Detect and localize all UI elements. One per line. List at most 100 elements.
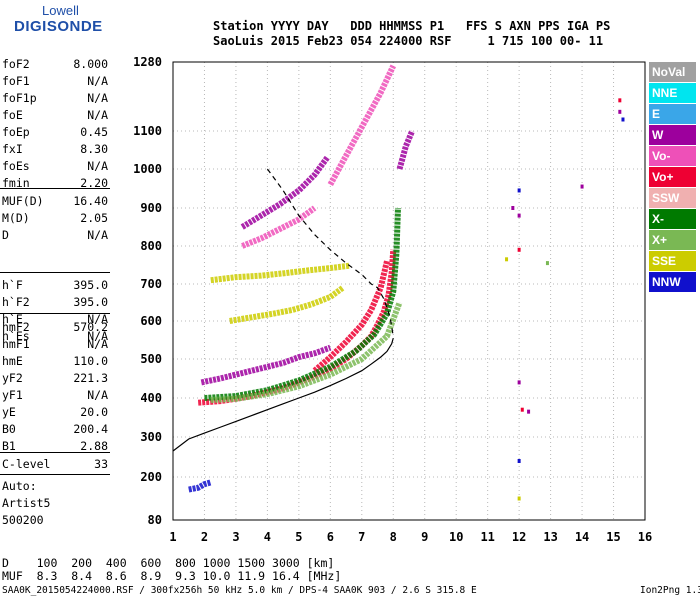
param-value: 200.4 [73, 422, 108, 436]
scatter-point [618, 109, 622, 114]
y-tick-label: 400 [140, 391, 162, 405]
param-name: B1 [2, 439, 16, 453]
param-name: h`E [2, 312, 23, 326]
param-row: hmF2 570.2 [2, 320, 108, 337]
param-name: fmin [2, 176, 30, 190]
param-value: 221.3 [73, 371, 108, 385]
param-row: M(D) 2.05 [2, 211, 108, 228]
logo-lowell: Lowell [42, 3, 79, 18]
param-value: 0.45 [80, 125, 108, 139]
param-value: N/A [87, 74, 108, 88]
param-name: foE [2, 108, 23, 122]
param-row: h`F 395.0 [2, 278, 108, 295]
x-tick-label: 15 [606, 530, 620, 544]
param-value: 570.2 [73, 320, 108, 334]
ionogram-chart: 1 2 3 4 5 6 7 8 9 10 11 12 13 14 15 1680200300400500600… [133, 55, 652, 544]
x-tick-label: 12 [512, 530, 526, 544]
param-name: foF1p [2, 91, 37, 105]
separator-line [0, 474, 110, 475]
param-name: hmF2 [2, 320, 30, 334]
echo-trace [396, 129, 415, 170]
y-tick-label: 1280 [133, 55, 162, 69]
param-row: yF2 221.3 [2, 371, 108, 388]
x-tick-label: 3 [232, 530, 239, 544]
param-value: 8.30 [80, 142, 108, 156]
x-tick-label: 5 [295, 530, 302, 544]
param-row: yE 20.0 [2, 405, 108, 422]
scatter-point [517, 188, 521, 193]
legend-item: NNE [649, 83, 696, 103]
scatter-point [520, 407, 524, 412]
param-row: hmE 110.0 [2, 354, 108, 371]
scatter-point [621, 117, 625, 122]
header-line-1: Station YYYY DAY DDD HHMMSS P1 FFS S AXN… [213, 19, 611, 33]
param-row: foEp 0.45 [2, 125, 108, 142]
footer-version: Ion2Png 1.3.17 [640, 585, 700, 596]
legend-item: NNW [649, 272, 696, 292]
x-tick-label: 13 [543, 530, 557, 544]
param-value: N/A [87, 337, 108, 351]
scatter-point [527, 409, 531, 414]
x-tick-label: 6 [327, 530, 334, 544]
param-name: M(D) [2, 211, 30, 225]
param-value: 2.20 [80, 176, 108, 190]
param-value: N/A [87, 159, 108, 173]
scatter-point [511, 206, 515, 210]
param-name: h`Es [2, 329, 30, 343]
echo-trace [204, 207, 401, 401]
legend-item: SSE [649, 251, 696, 271]
scatter-point [517, 247, 521, 252]
x-tick-label: 4 [264, 530, 271, 544]
echo-trace [200, 344, 332, 386]
param-value: 33 [94, 457, 108, 471]
param-value: 16.40 [73, 194, 108, 208]
param-value: N/A [87, 329, 108, 343]
param-name: hmE [2, 354, 23, 368]
param-row: h`E N/A [2, 312, 108, 329]
scatter-point [545, 261, 549, 266]
param-row: B1 2.88 [2, 439, 108, 456]
param-name: fxI [2, 142, 23, 156]
footer-file-info: SAA0K_2015054224000.RSF / 300fx256h 50 k… [2, 585, 477, 596]
echo-trace [241, 205, 317, 249]
param-name: yE [2, 405, 16, 419]
param-value: 395.0 [73, 278, 108, 292]
separator-line [0, 272, 110, 273]
param-value: N/A [87, 388, 108, 402]
y-tick-label: 800 [140, 239, 162, 253]
param-name: MUF(D) [2, 194, 44, 208]
y-tick-label: 500 [140, 352, 162, 366]
scatter-point [517, 380, 521, 385]
x-tick-label: 1 [169, 530, 176, 544]
param-row: B0 200.4 [2, 422, 108, 439]
separator-line [0, 452, 110, 453]
param-value: 20.0 [80, 405, 108, 419]
legend-item: SSW [649, 188, 696, 208]
separator-line [0, 188, 110, 189]
param-name: yF2 [2, 371, 23, 385]
x-tick-label: 11 [480, 530, 494, 544]
param-row: foF1 N/A [2, 74, 108, 91]
param-value: 2.05 [80, 211, 108, 225]
header-line-2: SaoLuis 2015 Feb23 054 224000 RSF 1 715 … [213, 34, 604, 48]
logo-digisonde: DIGISONDE [14, 18, 103, 35]
x-tick-label: 10 [449, 530, 463, 544]
legend-item: W [649, 125, 696, 145]
scatter-point [517, 459, 521, 463]
separator-line [0, 313, 110, 314]
legend-item: Vo+ [649, 167, 696, 187]
x-tick-label: 2 [201, 530, 208, 544]
muf-row: MUF 8.3 8.4 8.6 8.9 9.3 10.0 11.9 16.4 [… [2, 569, 342, 583]
param-value: N/A [87, 108, 108, 122]
param-row: MUF(D) 16.40 [2, 194, 108, 211]
auto-method: Artist5 [2, 496, 51, 510]
param-row: foE N/A [2, 108, 108, 125]
param-row: hmF1 N/A [2, 337, 108, 354]
param-row: foEs N/A [2, 159, 108, 176]
param-row: fxI 8.30 [2, 142, 108, 159]
param-row: yF1 N/A [2, 388, 108, 405]
param-name: hmF1 [2, 337, 30, 351]
param-row: foF2 8.000 [2, 57, 108, 74]
param-name: foF2 [2, 57, 30, 71]
param-name: C-level [2, 457, 51, 471]
